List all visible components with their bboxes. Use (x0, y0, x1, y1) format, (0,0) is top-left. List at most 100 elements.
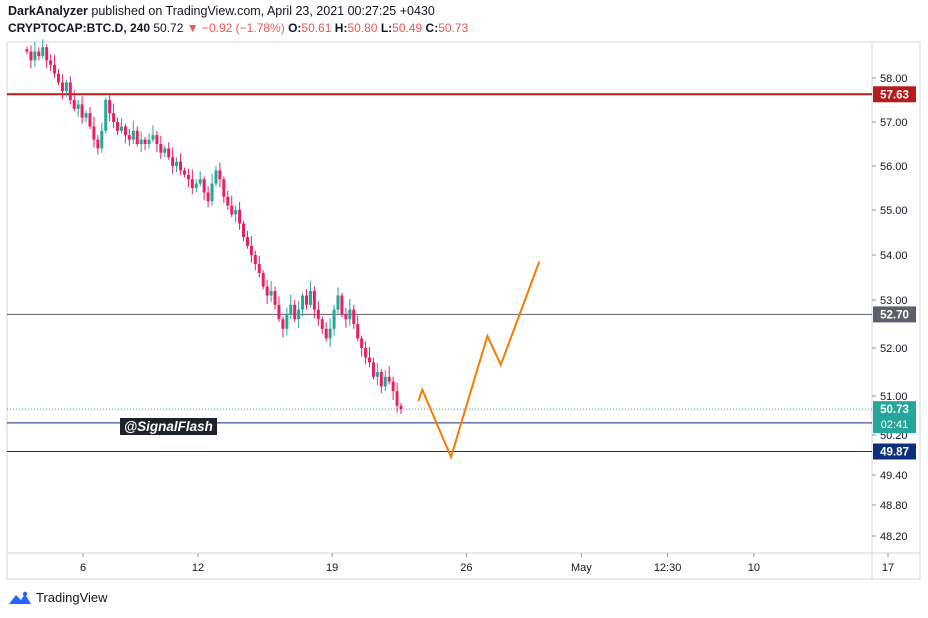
level-label-3: 49.87 (880, 447, 909, 459)
candle-body-64 (277, 304, 281, 320)
symbol-name[interactable]: CRYPTOCAP:BTC.D, 240 (8, 21, 151, 35)
candle-body-43 (194, 183, 198, 188)
publish-info: DarkAnalyzer published on TradingView.co… (8, 4, 435, 18)
candle-body-55 (242, 223, 246, 237)
candle-body-22 (112, 113, 116, 122)
candle-body-46 (206, 192, 210, 202)
candle-body-53 (234, 210, 238, 215)
candle-body-61 (265, 286, 269, 296)
x-tick-label-7: 17 (882, 562, 894, 574)
candle-body-44 (198, 179, 202, 184)
ohlc-high-key: H: (334, 21, 348, 35)
y-tick-label-7: 51.00 (880, 391, 908, 403)
candle-body-23 (116, 122, 120, 131)
candle-body-28 (135, 130, 139, 144)
y-tick-label-6: 52.00 (880, 343, 908, 355)
candle-body-87 (368, 357, 372, 363)
y-tick-label-3: 55.00 (880, 205, 908, 217)
candle-body-85 (360, 338, 364, 348)
last-price: 50.72 (153, 21, 184, 35)
candle-body-14 (80, 104, 84, 118)
candle-body-67 (289, 304, 293, 315)
candle-body-88 (371, 362, 375, 377)
candle-body-72 (308, 291, 312, 305)
candle-body-77 (328, 328, 332, 339)
candle-body-90 (379, 372, 383, 387)
candle-body-41 (186, 174, 190, 180)
candle-body-89 (375, 372, 379, 377)
ohlc-open-key: O: (288, 21, 302, 35)
candle-body-73 (312, 291, 316, 310)
candle-body-19 (100, 130, 104, 149)
candle-body-94 (395, 391, 399, 406)
current-price-label: 50.73 (880, 404, 909, 416)
candle-body-45 (202, 179, 206, 193)
y-tick-label-9: 49.40 (880, 470, 908, 482)
candle-body-62 (269, 291, 273, 296)
candle-body-9 (60, 82, 64, 92)
candle-body-0 (25, 49, 29, 52)
candle-body-51 (226, 196, 230, 206)
level-label-bg-1 (873, 306, 916, 323)
candle-body-93 (391, 381, 395, 392)
x-tick-label-3: 26 (460, 562, 472, 574)
y-tick-label-1: 57.00 (880, 117, 908, 129)
candle-body-20 (104, 100, 108, 131)
level-label-0: 57.63 (880, 89, 909, 101)
candle-body-48 (214, 170, 218, 184)
candle-body-3 (37, 51, 41, 56)
projection-path (417, 261, 541, 460)
y-tick-label-2: 56.00 (880, 161, 908, 173)
publish-date: published on TradingView.com, April 23, … (91, 4, 435, 18)
symbol-legend: CRYPTOCAP:BTC.D, 240 50.72 ▼ −0.92 (−1.7… (8, 21, 468, 35)
candle-body-81 (344, 314, 348, 320)
x-tick-label-5: 12:30 (654, 562, 682, 574)
candle-body-74 (316, 309, 320, 320)
level-label-bg-3 (873, 443, 916, 460)
candle-body-4 (41, 47, 45, 56)
chart-frame (6, 41, 921, 580)
candle-body-95 (399, 405, 403, 410)
candle-body-30 (143, 139, 147, 144)
y-tick-label-4: 54.00 (880, 250, 908, 262)
author-name[interactable]: DarkAnalyzer (8, 4, 88, 18)
candle-body-42 (190, 179, 194, 188)
candle-body-52 (230, 205, 234, 215)
candle-body-39 (179, 161, 183, 171)
candle-body-34 (159, 144, 163, 153)
candle-body-37 (171, 157, 175, 166)
candle-body-17 (92, 126, 96, 140)
candle-body-63 (273, 291, 277, 305)
candle-body-35 (163, 148, 167, 153)
ohlc-low-value: 50.49 (392, 21, 423, 35)
candle-body-65 (281, 319, 285, 329)
candle-body-86 (364, 348, 368, 358)
candle-body-11 (68, 82, 72, 100)
candle-body-80 (340, 295, 344, 315)
candle-body-91 (383, 376, 387, 387)
level-label-bg-0 (873, 86, 916, 103)
candle-body-25 (123, 126, 127, 136)
countdown-label: 02:41 (881, 419, 909, 431)
candle-body-68 (293, 304, 297, 320)
x-tick-label-1: 12 (192, 562, 204, 574)
candle-body-1 (29, 51, 33, 61)
ohlc-high-value: 50.80 (347, 21, 378, 35)
candle-body-50 (222, 179, 226, 197)
tradingview-brand[interactable]: TradingView (8, 590, 108, 605)
price-change: −0.92 (−1.78%) (201, 21, 285, 35)
candle-body-7 (53, 64, 57, 74)
y-tick-label-10: 48.80 (880, 500, 908, 512)
candle-body-60 (261, 273, 265, 287)
candle-body-47 (210, 183, 214, 202)
x-tick-label-6: 10 (748, 562, 760, 574)
level-label-1: 52.70 (880, 309, 909, 321)
ohlc-open-value: 50.61 (301, 21, 332, 35)
candle-body-6 (49, 60, 53, 65)
candle-body-12 (72, 100, 76, 109)
candle-body-83 (352, 309, 356, 324)
y-tick-label-5: 53.00 (880, 295, 908, 307)
candle-body-24 (119, 126, 123, 131)
candle-body-16 (88, 113, 92, 127)
